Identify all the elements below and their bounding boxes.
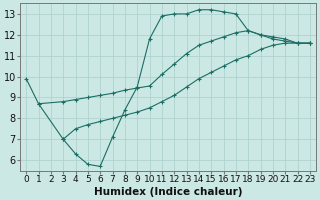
- X-axis label: Humidex (Indice chaleur): Humidex (Indice chaleur): [94, 187, 242, 197]
